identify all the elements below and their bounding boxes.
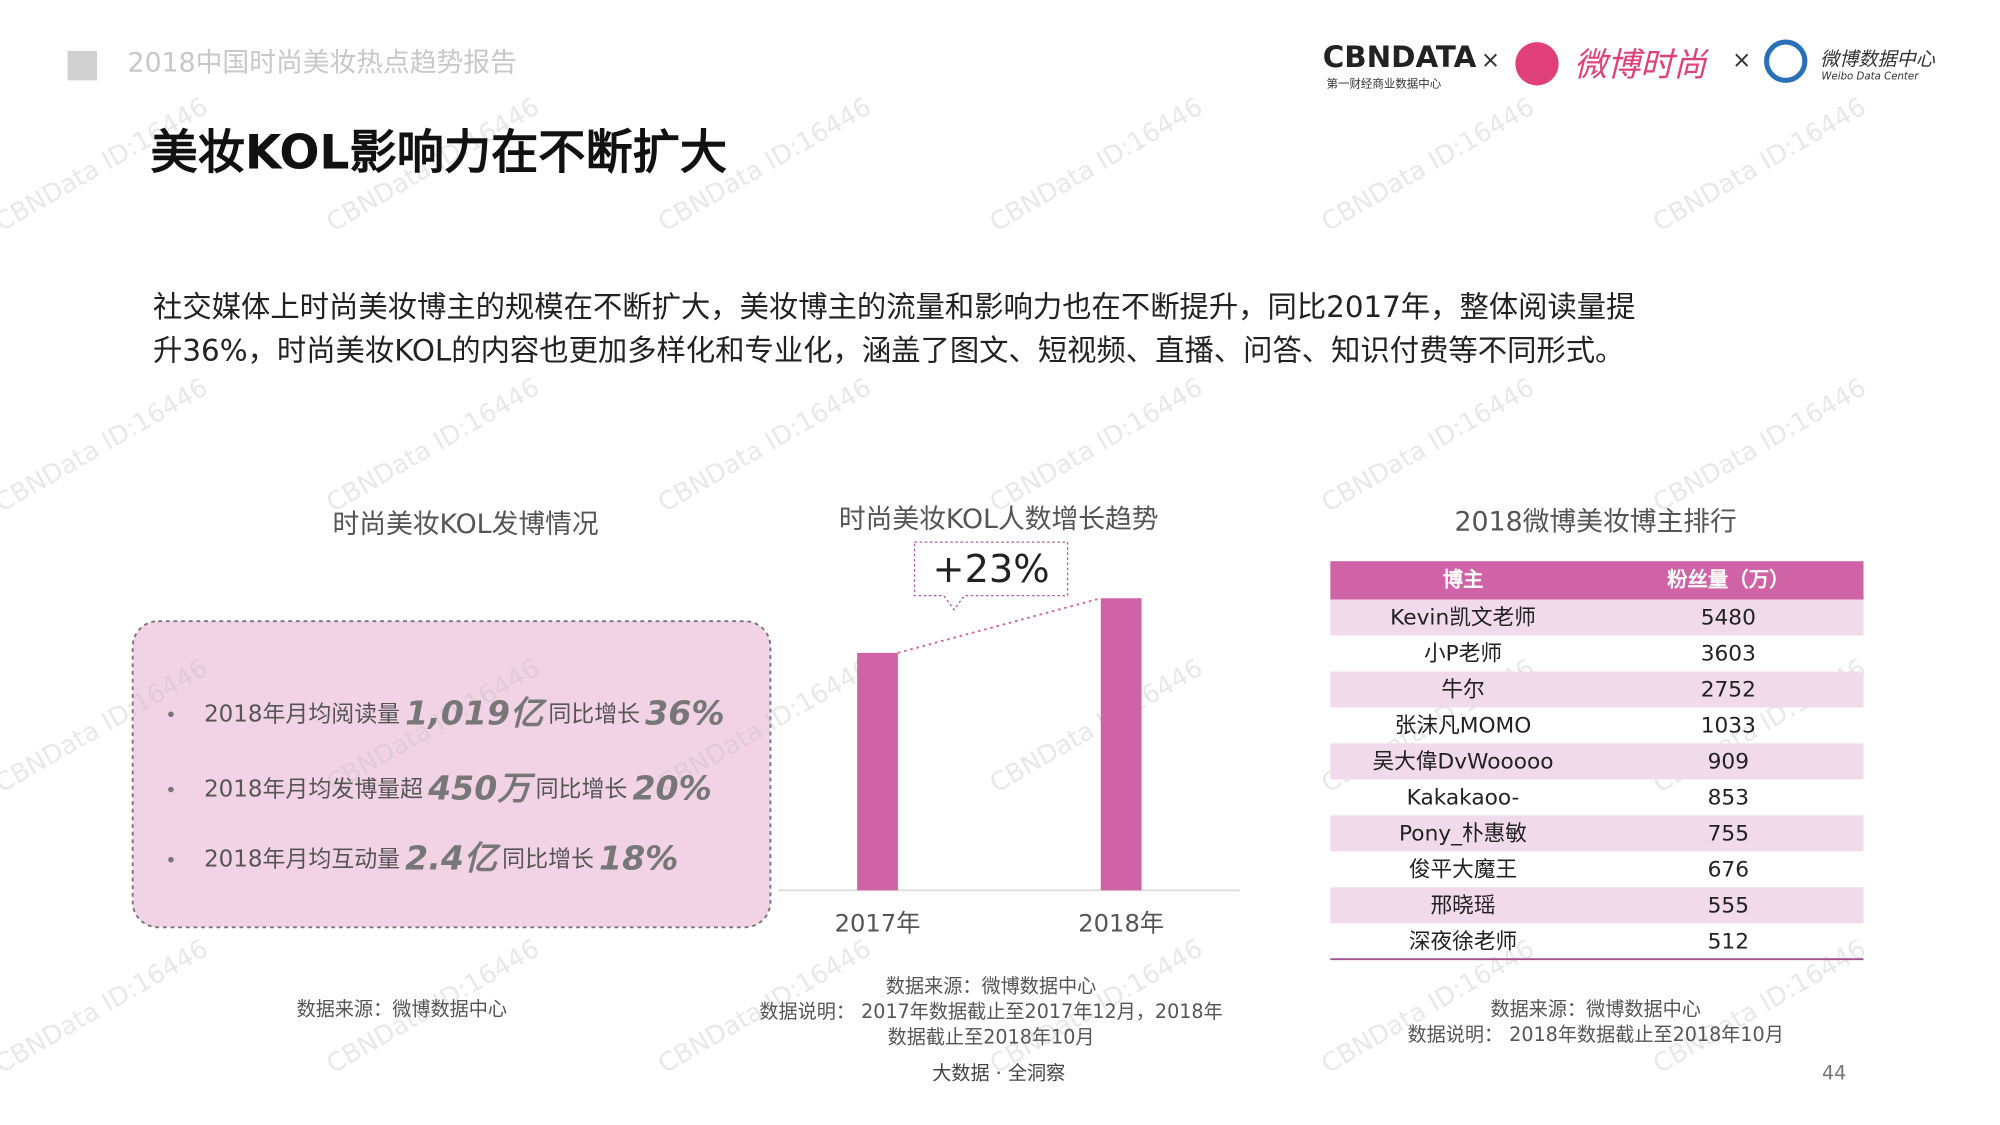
watermark: CBNData ID:16446 [985,373,1208,519]
table-cell: Pony_朴惠敏 [1399,821,1527,846]
logo-cbndata: CBNDATA [1323,40,1477,74]
kol-stat: 2018年月均发博量超 450万 同比增长 20% [204,768,712,807]
row-band [1330,815,1864,852]
x-tick-label: 2017年 [835,910,921,938]
table-cell: Kakakaoo- [1407,785,1520,810]
stat-growth-label: 同比增长 [548,701,640,727]
column-header: 博主 [1443,567,1484,591]
stat-value: 450万 [427,768,536,807]
table-header [1330,561,1864,600]
trend-line [897,597,1102,654]
stat-growth-label: 同比增长 [536,776,628,802]
stat-growth: 36% [645,693,724,732]
weibo-icon [1515,42,1559,86]
table-cell: 小P老师 [1424,642,1502,667]
callout [913,541,1069,611]
source: 数据来源：微博数据中心 [1490,998,1700,1021]
watermark: CBNData ID:16446 [1648,92,1871,238]
stat-growth: 20% [632,768,711,807]
header-square [67,51,97,81]
watermark: CBNData ID:16446 [1317,92,1540,238]
table-cell: 张沫凡MOMO [1395,714,1532,739]
watermark: CBNData ID:16446 [1317,373,1540,519]
watermark: CBNData ID:16446 [322,373,545,519]
kol-box [131,620,772,929]
kol-stat: 2018年月均互动量 2.4亿 同比增长 18% [204,838,678,877]
stat-label: 2018年月均互动量 [204,846,400,872]
table-cell: 5480 [1701,606,1756,631]
bar [1100,598,1142,891]
table-cell: 牛尔 [1441,678,1484,703]
stat-growth: 18% [599,838,678,877]
logo-separator: × [1481,48,1500,74]
source: 数据截止至2018年10月 [888,1026,1095,1049]
source: 数据来源：微博数据中心 [886,975,1096,998]
report-title: 2018中国时尚美妆热点趋势报告 [128,47,517,78]
table-title: 2018微博美妆博主排行 [1455,506,1737,537]
slide-title: 美妆KOL影响力在不断扩大 [151,126,728,181]
table-cell: 676 [1708,857,1749,882]
table-cell: 2752 [1701,678,1756,703]
table-cell: 3603 [1701,642,1756,667]
column-header: 粉丝量（万） [1667,567,1789,591]
table-cell: 555 [1708,893,1749,918]
watermark: CBNData ID:16446 [985,92,1208,238]
row-band [1330,599,1864,636]
table-cell: 邢晓瑶 [1431,893,1496,918]
logo-weibo-data: 微博数据中心 [1820,47,1936,70]
logo-weibo-fashion: 微博时尚 [1574,45,1709,84]
intro-line: 升36%，时尚美妆KOL的内容也更加多样化和专业化，涵盖了图文、短视频、直播、问… [153,334,1624,368]
bullet [168,786,174,793]
data-center-icon [1764,39,1808,83]
source: 数据说明： 2018年数据截止至2018年10月 [1407,1023,1783,1046]
stat-label: 2018年月均发博量超 [204,776,423,802]
table-cell: 909 [1708,749,1749,774]
table-cell: 853 [1708,785,1749,810]
x-tick-label: 2018年 [1078,910,1164,938]
row-band [1330,887,1864,924]
table-cell: 512 [1708,929,1749,954]
table-cell: 吴大偉DvWooooo [1373,749,1554,774]
row-band [1330,671,1864,708]
page-number: 44 [1822,1061,1846,1084]
watermark: CBNData ID:16446 [0,373,213,519]
stat-label: 2018年月均阅读量 [204,701,400,727]
logo-cbndata-sub: 第一财经商业数据中心 [1327,77,1442,91]
watermark: CBNData ID:16446 [1648,373,1871,519]
table-cell: Kevin凯文老师 [1390,606,1536,631]
table-cell: 755 [1708,821,1749,846]
table-cell: 俊平大魔王 [1409,857,1517,882]
table-cell: 1033 [1701,714,1756,739]
bar [857,652,898,891]
source: 数据说明： 2017年数据截止至2017年12月，2018年 [759,1000,1222,1023]
stat-value: 2.4亿 [405,838,502,877]
stat-value: 1,019亿 [405,693,548,732]
footer-slogan: 大数据 · 全洞察 [932,1061,1065,1084]
annotation: +23% [933,547,1050,592]
bullet [168,856,174,863]
bullet [168,711,174,718]
watermark: CBNData ID:16446 [653,373,876,519]
panel-title: 时尚美妆KOL发博情况 [332,509,598,540]
source: 数据来源：微博数据中心 [297,998,507,1021]
intro-line: 社交媒体上时尚美妆博主的规模在不断扩大，美妆博主的流量和影响力也在不断提升，同比… [153,290,1635,324]
kol-stat: 2018年月均阅读量 1,019亿 同比增长 36% [204,693,724,732]
chart-title: 时尚美妆KOL人数增长趋势 [839,504,1159,535]
row-band [1330,743,1864,780]
logo-weibo-data-en: Weibo Data Center [1821,72,1919,83]
stat-growth-label: 同比增长 [502,846,594,872]
watermark: CBNData ID:16446 [985,653,1208,799]
watermark: CBNData ID:16446 [0,934,213,1080]
table-cell: 深夜徐老师 [1409,929,1517,954]
logo-separator: × [1732,48,1751,74]
